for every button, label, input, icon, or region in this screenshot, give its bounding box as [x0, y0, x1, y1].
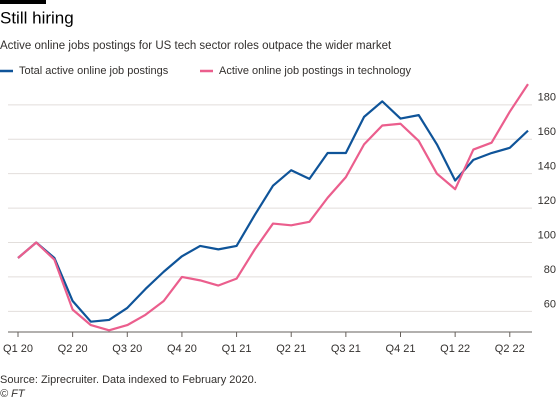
x-tick-label: Q1 21: [222, 343, 252, 355]
title-bar: [0, 0, 46, 4]
x-tick-label: Q1 20: [3, 343, 33, 355]
x-tick-label: Q2 20: [58, 343, 88, 355]
x-tick-label: Q1 22: [440, 343, 470, 355]
y-tick-label: 60: [544, 298, 556, 310]
x-tick-label: Q2 22: [495, 343, 525, 355]
y-tick-label: 160: [538, 126, 556, 138]
chart-subtitle: Active online jobs postings for US tech …: [0, 40, 392, 52]
x-tick-label: Q3 21: [331, 343, 361, 355]
source: Source: Ziprecruiter. Data indexed to Fe…: [0, 374, 257, 386]
series-line: [17, 83, 529, 332]
chart-title: Still hiring: [0, 8, 74, 27]
credit: © FT: [0, 388, 26, 400]
legend-label: Total active online job postings: [19, 65, 169, 77]
x-tick-label: Q4 20: [167, 343, 197, 355]
series-line: [17, 100, 529, 323]
legend-label: Active online job postings in technology: [219, 65, 412, 77]
y-tick-label: 120: [538, 195, 556, 207]
x-tick-label: Q4 21: [386, 343, 416, 355]
y-tick-label: 100: [538, 229, 556, 241]
x-tick-label: Q3 20: [112, 343, 142, 355]
y-tick-label: 140: [538, 161, 556, 173]
y-tick-label: 180: [538, 92, 556, 104]
y-tick-label: 80: [544, 264, 556, 276]
x-tick-label: Q2 21: [276, 343, 306, 355]
